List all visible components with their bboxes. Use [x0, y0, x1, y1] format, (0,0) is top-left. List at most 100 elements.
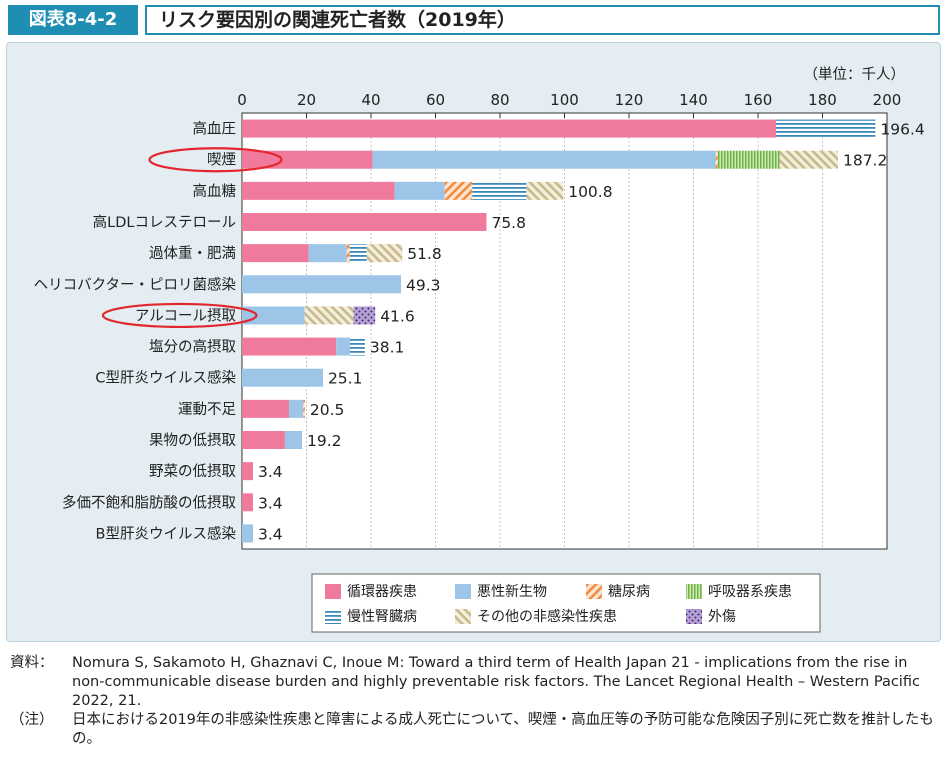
category-label: 塩分の高摂取 [149, 339, 236, 356]
category-label: 高血圧 [193, 121, 237, 138]
note-text: 日本における2019年の非感染性疾患と障害による成人死亡について、喫煙・高血圧等… [72, 712, 934, 747]
x-tick-label: 80 [490, 91, 509, 109]
bar-segment [394, 181, 445, 200]
category-label: 高LDLコレステロール [93, 214, 236, 231]
bar-segment [308, 244, 347, 263]
unit-label: （単位：千人） [804, 66, 906, 83]
legend-swatch [455, 584, 471, 599]
legend-label: その他の非感染性疾患 [477, 608, 617, 625]
total-label: 20.5 [310, 401, 345, 419]
total-label: 25.1 [328, 370, 363, 388]
bar-segment [242, 368, 323, 387]
category-label: 運動不足 [178, 401, 236, 418]
category-label: 野菜の低摂取 [149, 463, 236, 480]
legend-swatch [455, 609, 471, 624]
x-tick-label: 120 [615, 91, 644, 109]
bar-segment [779, 150, 838, 169]
source-text: Nomura S, Sakamoto H, Ghaznavi C, Inoue … [72, 655, 920, 709]
bar-segment [303, 399, 305, 418]
category-label: 過体重・肥満 [149, 245, 236, 262]
total-label: 51.8 [407, 245, 442, 263]
legend-swatch [686, 609, 702, 624]
category-label: 多価不飽和脂肪酸の低摂取 [62, 494, 236, 511]
bar-segment [242, 493, 253, 512]
note-row: （注） 日本における2019年の非感染性疾患と障害による成人死亡について、喫煙・… [10, 711, 935, 749]
highlight-ellipse [101, 302, 258, 329]
bar-segment [242, 431, 285, 449]
figure-number: 図表8-4-2 [8, 5, 138, 35]
x-tick-label: 200 [873, 91, 902, 109]
x-tick-label: 40 [361, 91, 380, 109]
bar-segment [526, 181, 564, 200]
figure-title: リスク要因別の関連死亡者数（2019年） [145, 5, 940, 35]
x-tick-label: 160 [744, 91, 773, 109]
legend-box [311, 573, 821, 633]
total-label: 196.4 [880, 121, 924, 139]
category-label: 喫煙 [207, 152, 236, 169]
bar-segment [242, 306, 305, 325]
chart-panel: 0 20 40 60 80 100 120 140 160 180 200 高血圧喫煙高血糖高LDL… [6, 42, 941, 642]
legend-swatch [686, 584, 702, 599]
stacked-bar-chart: 0 20 40 60 80 100 120 140 160 180 200 高血圧喫煙高血糖高LDL… [34, 66, 925, 633]
bar-segment [242, 524, 253, 543]
bar-segment [353, 306, 376, 325]
x-tick-labels: 0 20 40 60 80 100 120 140 160 180 200 [237, 91, 901, 109]
bar-segment [242, 337, 337, 356]
legend-label: 慢性腎臓病 [347, 608, 417, 625]
total-label: 187.2 [843, 152, 887, 170]
total-label: 19.2 [307, 432, 342, 450]
total-label: 3.4 [258, 494, 283, 512]
category-label: B型肝炎ウイルス感染 [96, 525, 236, 542]
category-label: アルコール摂取 [135, 307, 237, 324]
source-label: 資料： [10, 655, 54, 671]
bar-segment [372, 150, 716, 169]
x-tick-label: 20 [297, 91, 316, 109]
category-label: 高血糖 [193, 183, 237, 200]
bar-segment [289, 399, 304, 418]
bar-segment [242, 275, 401, 294]
bar-segment [242, 150, 373, 169]
x-tick-label: 0 [237, 91, 247, 109]
legend-swatch [325, 609, 341, 624]
bar-segment [715, 150, 718, 169]
bar-segment [350, 337, 365, 356]
x-tick-label: 100 [550, 91, 579, 109]
bar-segment [346, 244, 350, 263]
category-label: C型肝炎ウイルス感染 [95, 370, 236, 387]
total-labels: 196.4 187.2 100.8 75.8 51.8 49.3 41.6 38.1 25.1 2… [258, 121, 925, 544]
x-tick-label: 180 [808, 91, 837, 109]
bar-segment [242, 213, 487, 231]
legend-label: 糖尿病 [608, 584, 650, 600]
legend-label: 循環器疾患 [347, 584, 417, 600]
x-tick-label: 140 [679, 91, 708, 109]
notes: 資料： Nomura S, Sakamoto H, Ghaznavi C, In… [10, 654, 935, 749]
bar-segment [444, 181, 473, 200]
source-row: 資料： Nomura S, Sakamoto H, Ghaznavi C, In… [10, 654, 935, 711]
highlight-ellipses [101, 147, 283, 329]
bar-segment [242, 119, 777, 138]
bar-segment [366, 244, 403, 263]
bar-segment [349, 244, 367, 263]
legend-label: 悪性新生物 [477, 584, 547, 600]
bar-segment [242, 399, 290, 418]
x-tick-label: 60 [426, 91, 445, 109]
category-label: 果物の低摂取 [149, 432, 236, 449]
total-label: 38.1 [370, 339, 405, 357]
bar-segment [242, 181, 395, 200]
category-labels: 高血圧喫煙高血糖高LDLコレステロール過体重・肥満ヘリコバクター・ピロリ菌感染ア… [34, 121, 237, 543]
bar-segment [717, 150, 780, 169]
bar-segment [472, 181, 527, 200]
total-label: 75.8 [491, 214, 526, 232]
total-label: 41.6 [380, 307, 415, 325]
legend-swatch [325, 584, 341, 599]
note-label: （注） [10, 712, 54, 728]
highlight-ellipse [148, 147, 283, 173]
category-label: ヘリコバクター・ピロリ菌感染 [34, 276, 236, 293]
bar-segment [242, 462, 253, 481]
bar-segment [336, 337, 351, 356]
legend-label: 外傷 [708, 609, 736, 625]
total-label: 3.4 [258, 525, 283, 543]
total-label: 3.4 [258, 463, 283, 481]
total-label: 100.8 [568, 183, 612, 201]
